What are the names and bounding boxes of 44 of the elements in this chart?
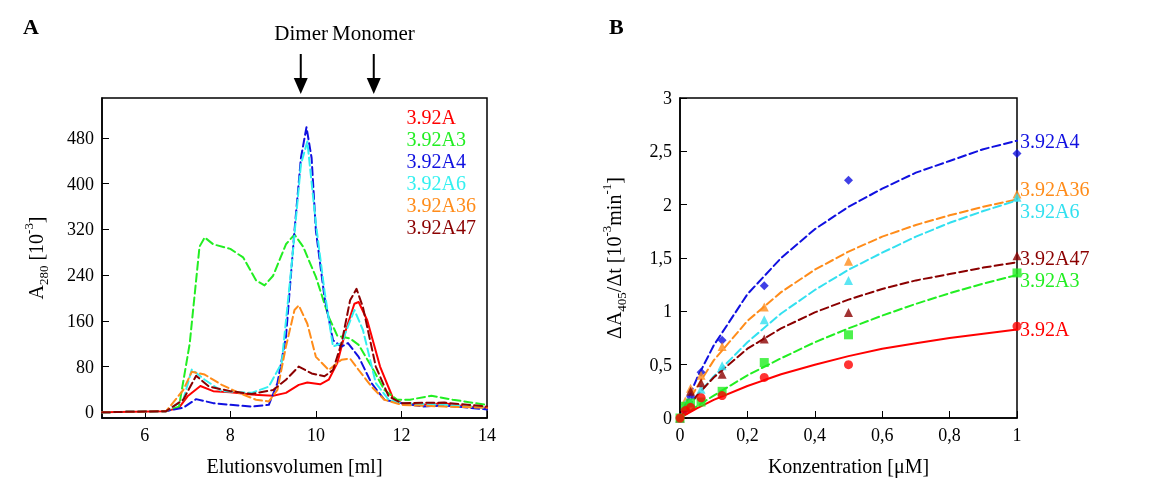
x-tick-label: 0,2 — [736, 425, 759, 445]
series-label: 3.92A3 — [1020, 268, 1080, 291]
series-label: 3.92A6 — [1020, 199, 1080, 222]
y-tick-label: 3 — [663, 88, 672, 108]
series-label: 3.92A47 — [1020, 246, 1090, 269]
x-tick-label: 8 — [225, 425, 235, 445]
x-tick-label: 1 — [1012, 425, 1022, 445]
y-axis-title: ΔA405/Δt [10-3min-1] — [599, 177, 629, 339]
series-label: 3.92A — [1020, 318, 1070, 341]
y-tick-label: 1,5 — [649, 248, 672, 268]
text: 3.92A36 — [406, 194, 477, 216]
x-tick-label: 0,6 — [870, 425, 894, 445]
chart-title: B — [609, 13, 624, 39]
text: 3.92A — [406, 106, 457, 128]
x-tick-label: 14 — [478, 425, 496, 445]
text: 3.92A6 — [406, 172, 467, 194]
text: Monomer — [331, 20, 415, 46]
y-tick-label: 240 — [67, 265, 94, 286]
y-tick-label: 160 — [67, 310, 94, 331]
x-axis-title: Elutionsvolumen [ml] — [206, 455, 383, 477]
y-tick-label: 80 — [76, 356, 94, 377]
y-axis-title: A280 [10-3] — [21, 216, 51, 300]
chart-title: A — [23, 13, 39, 39]
text: 3.92A47 — [406, 216, 477, 238]
text: Dimer — [274, 20, 328, 46]
x-tick-label: 0,4 — [803, 425, 827, 445]
y-tick-label: 400 — [67, 173, 94, 194]
x-tick-label: 0,8 — [938, 425, 961, 445]
x-axis-title: Konzentration [μM] — [767, 455, 930, 478]
x-tick-label: 12 — [392, 425, 411, 445]
text: 3.92A3 — [406, 128, 467, 150]
y-tick-label: 2 — [663, 194, 672, 215]
series-label: 3.92A4 — [1020, 129, 1080, 152]
x-tick-label: 6 — [140, 425, 150, 445]
y-tick-label: 320 — [67, 219, 94, 240]
y-tick-label: 0 — [85, 402, 94, 423]
y-tick-label: 2,5 — [649, 141, 672, 162]
y-tick-label: 0 — [663, 408, 672, 428]
text: 3.92A4 — [406, 150, 467, 172]
y-tick-label: 0,5 — [649, 354, 672, 375]
y-tick-label: 480 — [67, 128, 94, 148]
x-tick-label: 10 — [306, 425, 325, 445]
y-tick-label: 1 — [663, 301, 672, 322]
series-label: 3.92A36 — [1020, 177, 1090, 200]
